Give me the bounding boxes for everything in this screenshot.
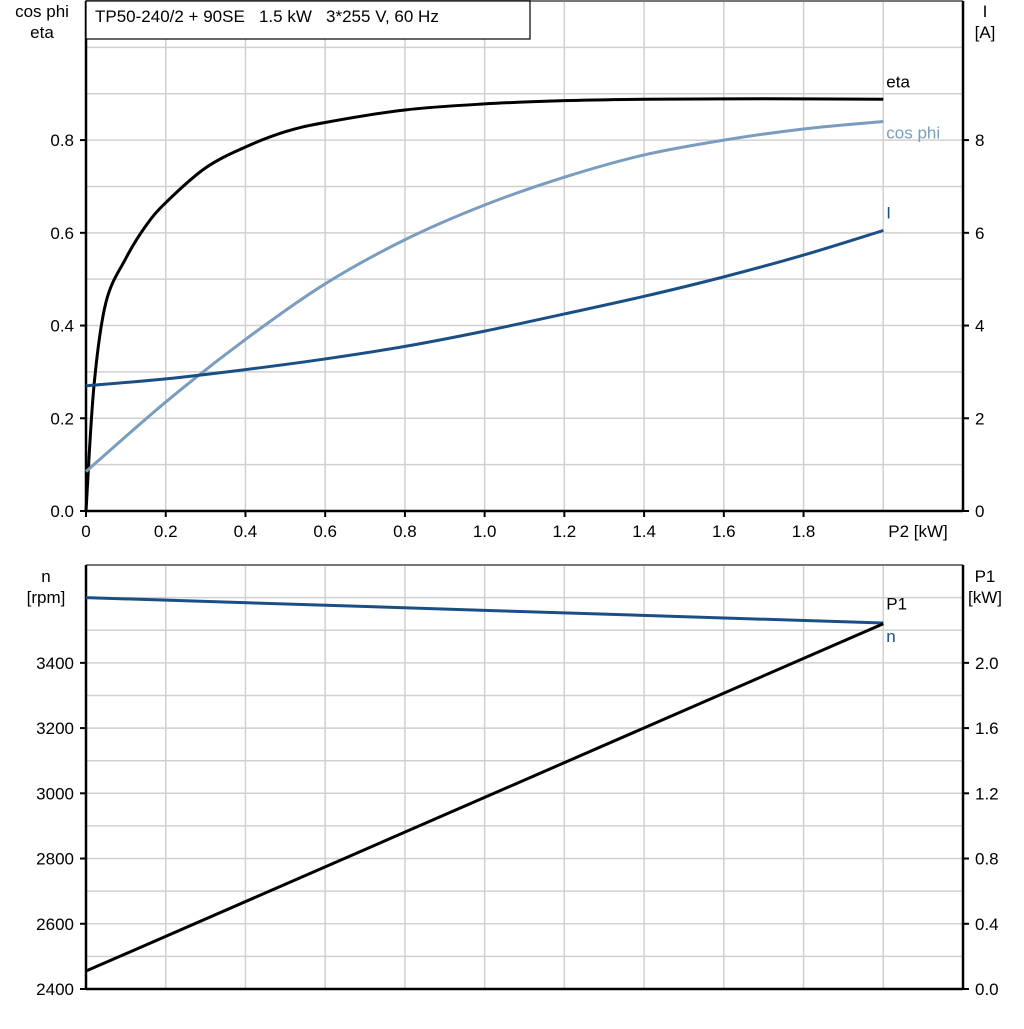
y-tick-label-right: 0.4 — [975, 915, 999, 934]
title-box — [85, 0, 531, 40]
y-axis-label-left: [rpm] — [27, 588, 66, 607]
series-line-P1 — [85, 622, 884, 973]
x-tick-label: 1.8 — [792, 522, 816, 541]
y-tick-label-left: 0.0 — [50, 502, 74, 521]
y-tick-label-left: 3000 — [36, 784, 74, 803]
series-line-n — [85, 596, 884, 625]
y-tick-label-left: 2400 — [36, 980, 74, 999]
series-line-I — [85, 229, 884, 388]
y-axis-label-right: [kW] — [968, 588, 1002, 607]
series-line-cos-phi — [85, 120, 884, 473]
x-tick-label: 0.6 — [313, 522, 337, 541]
y-tick-label-right: 4 — [975, 317, 984, 336]
y-axis-label-left: n — [41, 567, 50, 586]
series-label-I: I — [886, 204, 891, 223]
x-tick-label: 0.2 — [154, 522, 178, 541]
x-axis-label: P2 [kW] — [888, 522, 948, 541]
y-tick-label-left: 0.2 — [50, 409, 74, 428]
y-tick-label-right: 2 — [975, 409, 984, 428]
x-tick-label: 1.4 — [632, 522, 656, 541]
y-tick-label-left: 2600 — [36, 915, 74, 934]
series-label-cos-phi: cos phi — [886, 124, 940, 143]
y-tick-label-left: 3200 — [36, 719, 74, 738]
y-tick-label-right: 0.0 — [975, 980, 999, 999]
y-axis-label-right: P1 — [975, 567, 996, 586]
x-tick-label: 1.2 — [553, 522, 577, 541]
y-tick-label-right: 2.0 — [975, 654, 999, 673]
series-label-P1: P1 — [886, 595, 907, 614]
series-label-eta: eta — [886, 72, 910, 91]
chart-title: TP50-240/2 + 90SE 1.5 kW 3*255 V, 60 Hz — [95, 7, 439, 26]
y-axis-label-left: eta — [30, 23, 54, 42]
x-tick-label: 1.0 — [473, 522, 497, 541]
y-axis-label-right: I — [983, 2, 988, 21]
x-tick-label: 0 — [81, 522, 90, 541]
y-tick-label-left: 3400 — [36, 654, 74, 673]
y-tick-label-right: 6 — [975, 224, 984, 243]
x-tick-label: 1.6 — [712, 522, 736, 541]
y-tick-label-right: 0.8 — [975, 850, 999, 869]
y-tick-label-left: 2800 — [36, 850, 74, 869]
series-line-eta — [84, 97, 884, 512]
y-tick-label-right: 8 — [975, 131, 984, 150]
y-tick-label-right: 0 — [975, 502, 984, 521]
series-label-n: n — [886, 627, 895, 646]
y-tick-label-left: 0.6 — [50, 224, 74, 243]
x-tick-label: 0.8 — [393, 522, 417, 541]
y-tick-label-right: 1.2 — [975, 784, 999, 803]
x-tick-label: 0.4 — [234, 522, 258, 541]
y-tick-label-left: 0.8 — [50, 131, 74, 150]
y-tick-label-left: 0.4 — [50, 317, 74, 336]
y-axis-label-right: [A] — [975, 23, 996, 42]
y-axis-label-left: cos phi — [15, 2, 69, 21]
y-tick-label-right: 1.6 — [975, 719, 999, 738]
